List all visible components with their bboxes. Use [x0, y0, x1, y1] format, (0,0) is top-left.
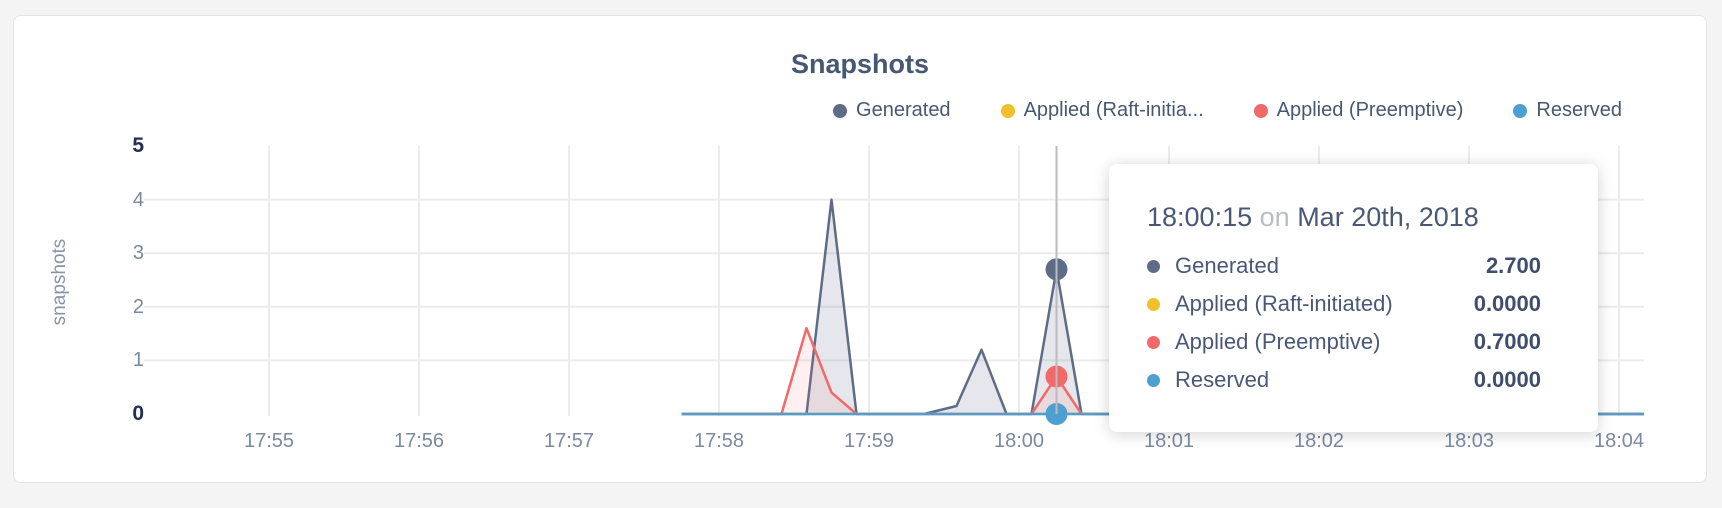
legend-swatch-applied-raft-icon — [1000, 103, 1015, 118]
y-tick-label: 0 — [132, 402, 144, 425]
y-tick-label: 4 — [132, 188, 144, 211]
x-tick-label: 17:55 — [243, 430, 295, 452]
legend-swatch-reserved-icon — [1513, 103, 1528, 118]
y-tick-label: 2 — [132, 295, 144, 318]
tooltip-row: Generated 2.700 — [1147, 247, 1541, 285]
x-tick-label: 18:02 — [1293, 430, 1345, 452]
tooltip-dot-generated-icon — [1147, 259, 1160, 273]
x-tick-label: 17:58 — [693, 430, 745, 452]
x-tick-label: 18:03 — [1443, 430, 1495, 452]
legend-label: Applied (Preemptive) — [1276, 99, 1464, 121]
tooltip-series-value: 0.0000 — [1473, 367, 1541, 392]
legend-label: Reserved — [1536, 99, 1622, 121]
tooltip-series-label: Applied (Raft-initiated) — [1175, 291, 1393, 316]
legend-label: Generated — [856, 99, 951, 121]
legend-item-applied-preemptive[interactable]: Applied (Preemptive) — [1253, 99, 1464, 122]
tooltip-row: Applied (Preemptive) 0.7000 — [1147, 323, 1541, 361]
legend-label: Applied (Raft-initia... — [1023, 99, 1204, 121]
x-tick-label: 17:57 — [543, 430, 595, 452]
tooltip-dot-applied-raft-icon — [1147, 297, 1160, 311]
legend-swatch-applied-preemptive-icon — [1253, 103, 1268, 118]
tooltip-row: Reserved 0.0000 — [1147, 361, 1541, 399]
tooltip-series-value: 2.700 — [1485, 253, 1541, 278]
legend-item-reserved[interactable]: Reserved — [1513, 99, 1622, 122]
tooltip-header: 18:00:15 on Mar 20th, 2018 — [1147, 202, 1541, 233]
tooltip-time: 18:00:15 — [1147, 202, 1253, 232]
legend-swatch-generated-icon — [833, 103, 848, 118]
hover-tooltip: 18:00:15 on Mar 20th, 2018 Generated 2.7… — [1109, 164, 1598, 432]
tooltip-connector: on — [1259, 202, 1290, 232]
x-tick-label: 17:59 — [843, 430, 895, 452]
y-tick-label: 3 — [132, 242, 144, 265]
x-tick-label: 17:56 — [393, 430, 445, 452]
tooltip-dot-applied-preemptive-icon — [1147, 335, 1160, 349]
legend-item-generated[interactable]: Generated — [833, 99, 951, 122]
x-tick-label: 18:01 — [1143, 430, 1195, 452]
tooltip-series-value: 0.0000 — [1473, 291, 1541, 316]
x-tick-label: 18:04 — [1593, 430, 1645, 452]
chart-title: Snapshots — [790, 49, 930, 79]
legend-item-applied-raft[interactable]: Applied (Raft-initia... — [1000, 99, 1204, 122]
y-tick-label: 1 — [132, 349, 144, 372]
tooltip-series-label: Reserved — [1175, 367, 1270, 392]
tooltip-row: Applied (Raft-initiated) 0.0000 — [1147, 285, 1541, 323]
tooltip-dot-reserved-icon — [1147, 373, 1160, 387]
x-tick-label: 18:00 — [993, 430, 1045, 452]
chart-panel: Snapshots Generated Applied (Raft-initia… — [13, 15, 1707, 483]
y-tick-label: 5 — [132, 134, 144, 157]
legend: Generated Applied (Raft-initia... Applie… — [833, 99, 1622, 122]
tooltip-series-value: 0.7000 — [1473, 329, 1541, 354]
tooltip-series-label: Generated — [1175, 253, 1279, 278]
series-line-generated — [681, 198, 1644, 416]
tooltip-series-label: Applied (Preemptive) — [1175, 329, 1381, 354]
tooltip-date: Mar 20th, 2018 — [1297, 202, 1479, 232]
